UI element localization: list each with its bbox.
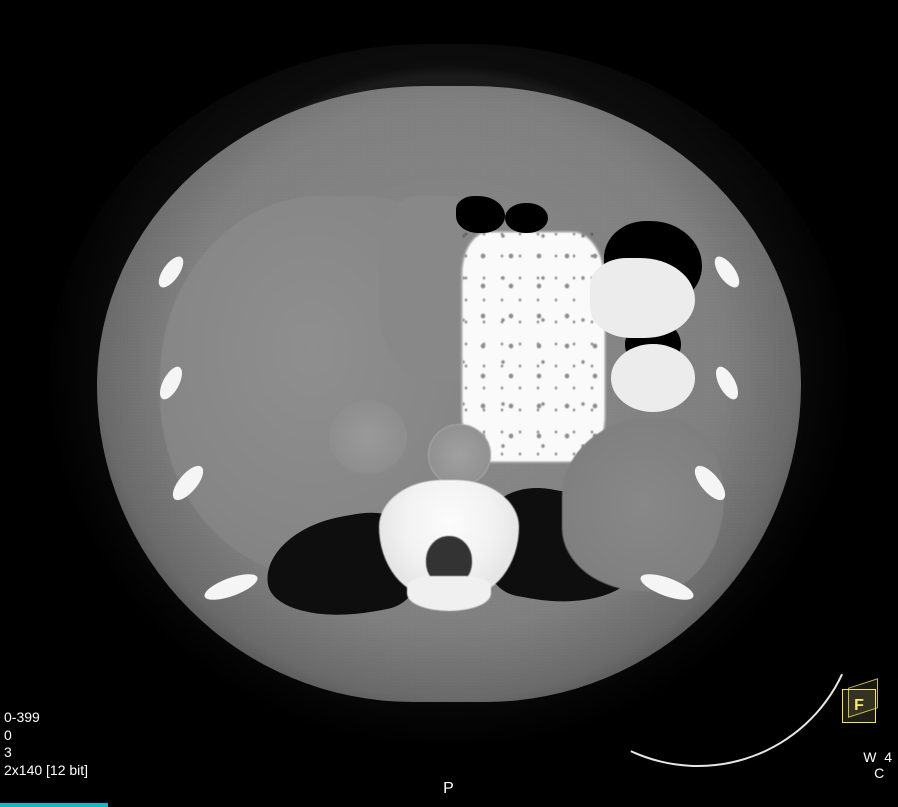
ct-soft-tissue — [97, 86, 801, 702]
metadata-line: 0-399 — [4, 709, 40, 725]
window-value: 4 — [884, 749, 892, 765]
center-label: C — [874, 765, 884, 781]
orientation-cube-front: F — [842, 689, 876, 723]
ct-stomach-contrast — [463, 233, 604, 461]
ct-rib — [201, 569, 260, 605]
window-center-readout: W 4 C — [863, 749, 892, 781]
metadata-line: 3 — [4, 744, 12, 760]
ct-rib — [710, 253, 744, 292]
scan-canvas[interactable] — [0, 0, 898, 807]
ct-rib — [711, 363, 742, 402]
ct-bowel-contrast — [590, 258, 696, 338]
ct-ivc — [329, 400, 406, 474]
ct-spleen — [562, 418, 724, 590]
series-progress-bar[interactable] — [0, 803, 108, 807]
ct-gas-pocket — [456, 196, 505, 233]
dicom-viewer: P 0-399 0 3 2x140 [12 bit] F W 4 C — [0, 0, 898, 807]
orientation-marker-posterior: P — [0, 779, 898, 799]
window-label: W — [863, 749, 876, 765]
ct-vertebral-body — [379, 480, 520, 597]
metadata-line: 2x140 [12 bit] — [4, 762, 88, 778]
ct-gas-pocket — [505, 203, 547, 234]
ct-bowel-contrast — [611, 344, 695, 412]
ct-aorta — [428, 424, 491, 486]
ct-body-outline — [49, 44, 849, 744]
metadata-line: 0 — [4, 727, 12, 743]
metadata-bottom-left: 0-399 0 3 2x140 [12 bit] — [4, 709, 88, 779]
orientation-cube[interactable]: F — [838, 685, 880, 727]
